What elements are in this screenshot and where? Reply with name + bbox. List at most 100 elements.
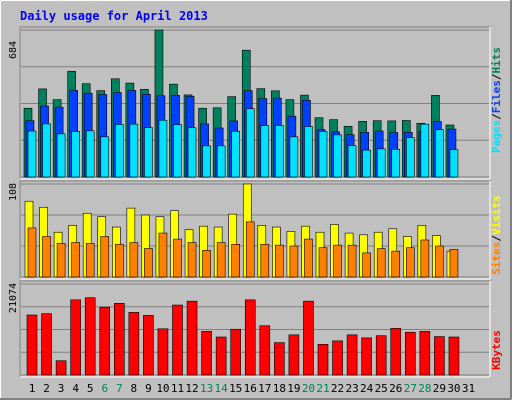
day-label: 29 <box>433 382 446 395</box>
bar-kbytes <box>128 312 140 376</box>
bar-pages <box>158 119 168 178</box>
day-label: 31 <box>462 382 475 395</box>
day-label: 8 <box>131 382 138 395</box>
bar-sites <box>289 245 299 278</box>
bar-kbytes <box>361 337 372 376</box>
bar-pages <box>405 137 415 178</box>
day-label: 10 <box>156 382 169 395</box>
bar-kbytes <box>259 325 271 376</box>
bar-kbytes <box>215 336 227 376</box>
bar-kbytes <box>288 334 300 376</box>
bar-sites <box>420 239 430 278</box>
bar-kbytes <box>172 304 183 376</box>
day-label: 23 <box>345 382 358 395</box>
bar-pages <box>216 145 226 178</box>
bar-kbytes <box>26 314 38 376</box>
bar-sites <box>100 236 110 278</box>
day-label: 15 <box>229 382 242 395</box>
day-label: 9 <box>145 382 152 395</box>
bar-sites <box>144 248 153 278</box>
bar-kbytes <box>434 336 445 376</box>
bar-pages <box>115 124 124 178</box>
bar-kbytes <box>230 328 241 376</box>
bar-kbytes <box>419 331 431 376</box>
legend-separator: / <box>490 235 503 242</box>
day-label: 1 <box>29 382 36 395</box>
bar-sites <box>260 243 270 278</box>
bar-kbytes <box>317 344 329 376</box>
bar-sites <box>42 236 51 278</box>
bar-kbytes <box>143 315 154 376</box>
bar-kbytes <box>41 313 52 376</box>
day-label: 25 <box>375 382 388 395</box>
bar-sites <box>173 238 182 278</box>
bar-pages <box>187 127 197 178</box>
legend-pages: Pages <box>490 120 503 153</box>
day-label: 11 <box>171 382 184 395</box>
bar-kbytes <box>404 331 416 376</box>
bar-sites <box>56 243 66 278</box>
bar-kbytes <box>244 299 256 376</box>
bar-pages <box>202 145 211 178</box>
bar-pages <box>100 136 110 178</box>
day-label: 13 <box>200 382 213 395</box>
bar-pages <box>260 125 270 178</box>
bar-sites <box>187 242 197 278</box>
bar-pages <box>144 127 153 178</box>
legend-hits: Hits <box>490 47 503 74</box>
bar-pages <box>391 148 401 178</box>
day-label: 4 <box>72 382 79 395</box>
legend: KBytes <box>490 330 503 370</box>
bar-kbytes <box>332 340 343 376</box>
bar-pages <box>71 131 80 178</box>
bar-sites <box>129 242 139 278</box>
bar-sites <box>449 249 459 278</box>
day-label: 2 <box>43 382 50 395</box>
bar-sites <box>391 250 401 278</box>
bar-kbytes <box>375 335 387 376</box>
bar-pages <box>289 136 299 178</box>
day-label: 7 <box>116 382 123 395</box>
bar-pages <box>304 126 313 178</box>
chart-title: Daily usage for April 2013 <box>20 9 208 23</box>
day-label: 12 <box>185 382 198 395</box>
bar-sites <box>115 243 124 278</box>
day-label: 18 <box>273 382 286 395</box>
legend-visits: Visits <box>490 195 503 235</box>
bar-pages <box>27 130 37 178</box>
bar-kbytes <box>186 300 198 376</box>
bar-sites <box>231 243 240 278</box>
bar-sites <box>304 238 313 278</box>
legend-separator: / <box>490 73 503 80</box>
bar-sites <box>318 247 328 278</box>
bar-pages <box>435 129 444 178</box>
bar-kbytes <box>448 336 460 376</box>
bar-kbytes <box>201 331 212 376</box>
bar-pages <box>42 123 51 178</box>
day-label: 3 <box>58 382 65 395</box>
day-label: 26 <box>389 382 402 395</box>
legend: Sites/Visits <box>490 195 503 275</box>
bar-kbytes <box>274 342 285 376</box>
bar-sites <box>85 243 95 278</box>
bar-kbytes <box>99 306 111 376</box>
bar-pages <box>333 134 342 178</box>
bar-pages <box>56 133 66 178</box>
bar-sites <box>216 242 226 278</box>
legend-kbytes: KBytes <box>490 330 503 370</box>
bar-sites <box>435 245 444 278</box>
bar-sites <box>347 244 357 278</box>
bar-kbytes <box>55 360 67 376</box>
bar-pages <box>129 123 139 178</box>
bars <box>23 29 460 376</box>
bar-sites <box>202 250 211 278</box>
max-label-kbytes: 21074 <box>8 283 19 313</box>
bar-kbytes <box>303 300 314 376</box>
bar-pages <box>420 123 430 178</box>
bar-pages <box>85 130 95 178</box>
day-label: 28 <box>418 382 431 395</box>
day-labels: 1 2 3 4 5 6 7 8 9 10 11 12 13 14 15 16 17 18 19 20 21 22 23 24 2… <box>29 382 475 395</box>
bar-kbytes <box>70 299 81 376</box>
day-label: 30 <box>447 382 460 395</box>
